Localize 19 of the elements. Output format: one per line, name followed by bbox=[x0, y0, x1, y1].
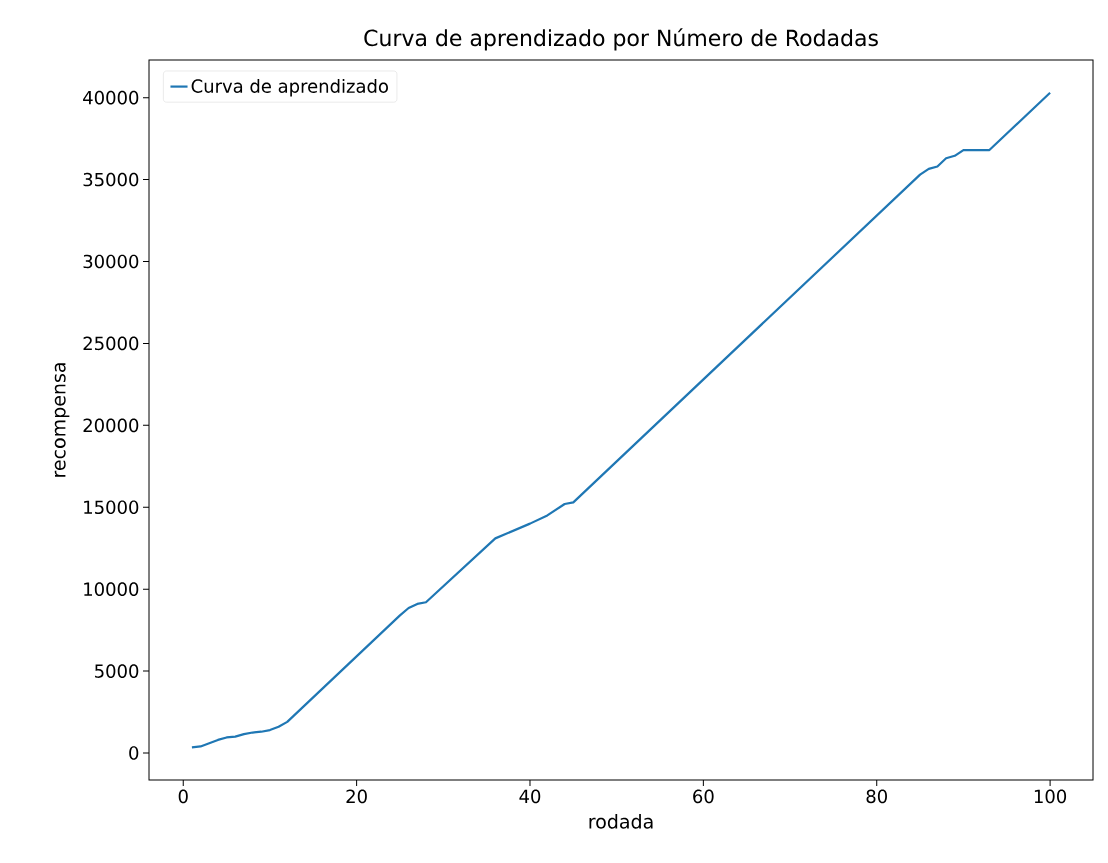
y-tick-label: 15000 bbox=[84, 500, 139, 515]
y-tick-label: 10000 bbox=[84, 582, 139, 596]
y-tick-label: 25000 bbox=[83, 336, 139, 351]
y-axis-title: recompensa bbox=[54, 363, 70, 477]
x-tick-label: 80 bbox=[866, 789, 887, 804]
y-tick-label: 40000 bbox=[83, 90, 139, 105]
legend-label: Curva de aprendizado bbox=[191, 79, 388, 97]
y-tick-label: 0 bbox=[129, 746, 139, 760]
x-tick-label: 40 bbox=[519, 789, 541, 804]
x-tick-label: 0 bbox=[178, 789, 188, 804]
y-tick-label: 30000 bbox=[83, 254, 139, 269]
x-tick-label: 20 bbox=[346, 789, 367, 804]
y-tick-label: 35000 bbox=[83, 172, 139, 187]
x-tick-label: 60 bbox=[693, 789, 714, 804]
x-tick-label: 100 bbox=[1034, 789, 1067, 804]
y-tick-label: 5000 bbox=[95, 664, 139, 678]
y-tick-label: 20000 bbox=[83, 418, 139, 433]
chart-title: Curva de aprendizado por Número de Rodadas bbox=[364, 28, 878, 51]
x-axis-title: rodada bbox=[589, 814, 653, 829]
